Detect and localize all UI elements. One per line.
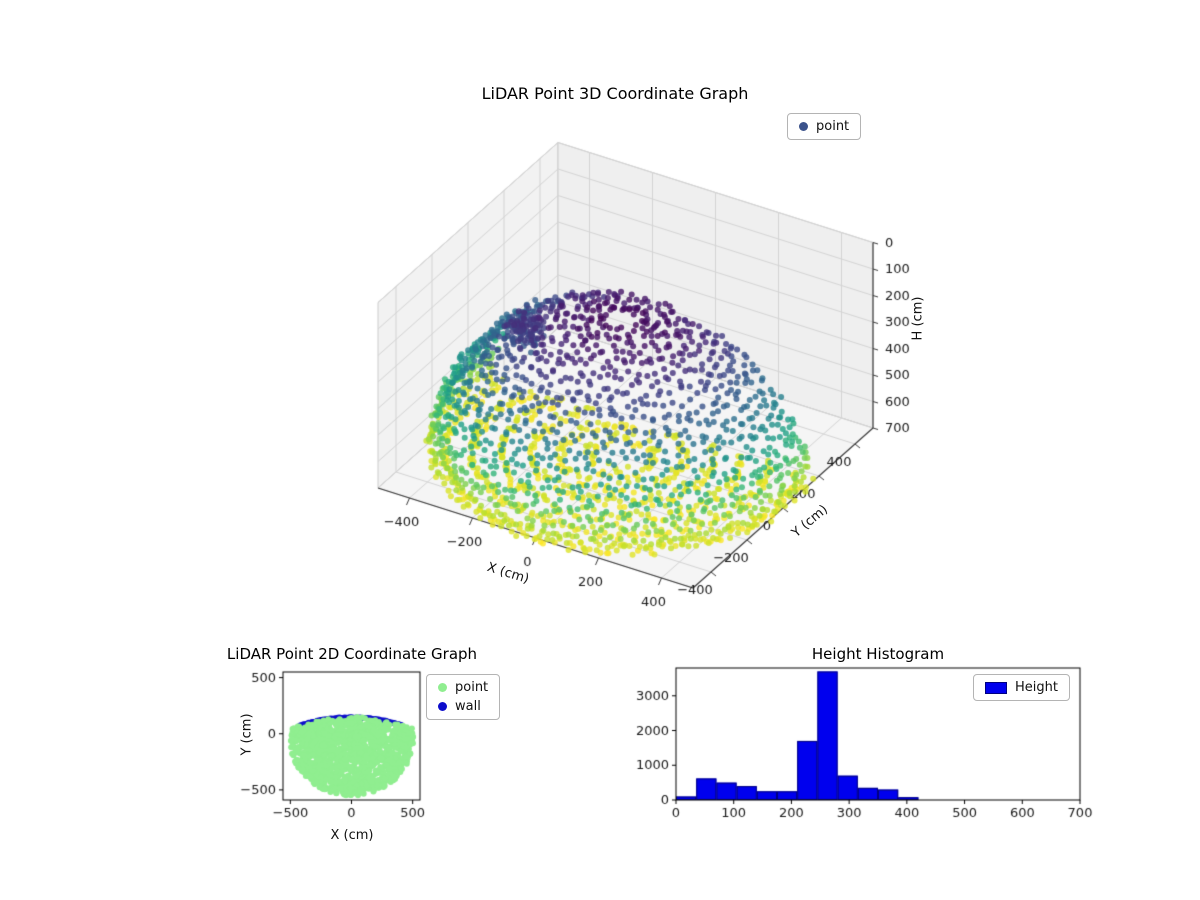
legend-label: wall [455,699,481,714]
histogram-title: Height Histogram [811,645,945,663]
plot2d-legend: point wall [426,674,501,720]
wall-marker-icon [438,702,447,711]
plot2d-title: LiDAR Point 2D Coordinate Graph [226,645,478,663]
legend-entry-point2d: point [436,678,490,697]
histogram-legend: Height [973,674,1070,701]
legend-label: Height [1015,680,1058,695]
legend-label: point [455,680,489,695]
point-marker-icon [799,122,808,131]
legend-entry-point3d: point [797,117,851,136]
plot3d-title: LiDAR Point 3D Coordinate Graph [481,84,749,103]
plot2d-xlabel: X (cm) [330,828,374,843]
height-patch-icon [985,681,1007,694]
point-marker-icon [438,683,447,692]
plot3d-legend: point [787,113,862,140]
legend-label: point [816,119,850,134]
plot3d-zlabel: H (cm) [910,296,926,341]
plot2d-ylabel: Y (cm) [239,713,255,756]
legend-entry-height: Height [983,678,1060,697]
legend-entry-wall: wall [436,697,490,716]
